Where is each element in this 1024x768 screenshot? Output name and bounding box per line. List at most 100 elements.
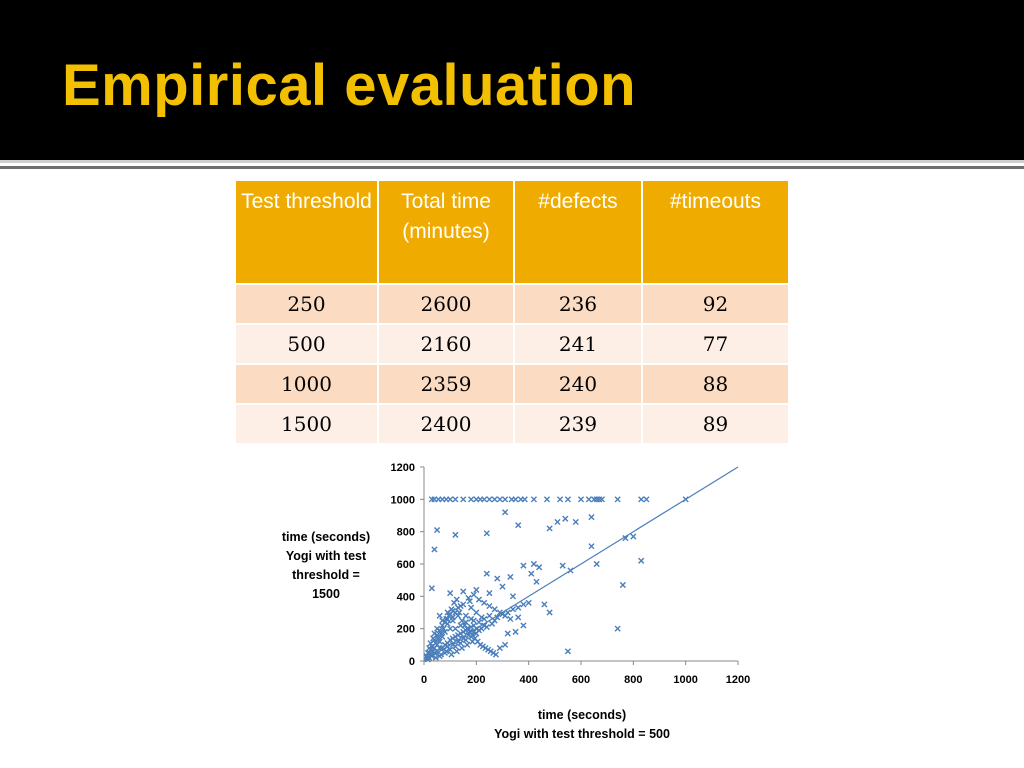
scatter-point xyxy=(515,604,522,611)
scatter-point xyxy=(507,573,514,581)
scatter-point xyxy=(502,641,509,648)
scatter-point xyxy=(520,562,527,569)
x-tick-label: 0 xyxy=(421,674,427,686)
scatter-point xyxy=(507,615,514,623)
table-cell: 2160 xyxy=(377,323,515,365)
scatter-point xyxy=(457,630,464,637)
tick-labels: 0 200 400 600 800 1000 1200 0 200 400 600 800 1000 12… xyxy=(391,462,751,686)
x-label-line: Yogi with test threshold = 500 xyxy=(494,727,670,741)
scatter-point xyxy=(464,641,471,648)
scatter-point xyxy=(452,496,459,503)
table-cell: 250 xyxy=(234,283,379,325)
scatter-point xyxy=(432,654,439,661)
scatter-point xyxy=(638,557,645,564)
scatter-point xyxy=(457,622,464,629)
x-tick-label: 200 xyxy=(467,674,485,686)
scatter-point xyxy=(447,636,454,644)
table-cell: 2400 xyxy=(377,403,515,445)
scatter-point xyxy=(481,615,488,623)
table-cell: 1000 xyxy=(234,363,379,405)
scatter-point xyxy=(433,526,441,534)
scatter-point xyxy=(554,518,561,526)
scatter-point xyxy=(494,614,501,621)
scatter-point xyxy=(433,625,441,632)
scatter-point xyxy=(470,591,477,598)
results-table: Test threshold Total time (minutes) #def… xyxy=(234,179,790,445)
scatter-point xyxy=(502,612,509,619)
x-tick-label: 800 xyxy=(624,674,642,686)
scatter-point xyxy=(483,623,490,631)
table-cell: 2600 xyxy=(377,283,515,325)
scatter-point xyxy=(536,564,543,571)
y-tick-label: 1200 xyxy=(391,462,415,474)
scatter-point xyxy=(437,630,445,637)
scatter-point xyxy=(444,615,451,623)
scatter-point xyxy=(452,633,459,640)
scatter-point xyxy=(452,625,459,632)
scatter-point xyxy=(533,578,540,585)
scatter-point xyxy=(458,644,466,652)
scatter-point xyxy=(515,522,522,529)
table-row: 500 2160 241 77 xyxy=(234,323,790,365)
scatter-point xyxy=(598,496,606,503)
scatter-point xyxy=(460,601,467,608)
table-cell: 89 xyxy=(641,403,790,445)
table-cell: 88 xyxy=(641,363,790,405)
scatter-point xyxy=(515,614,522,621)
scatter-point xyxy=(460,496,467,503)
scatter-point xyxy=(546,525,553,532)
scatter-point xyxy=(462,627,469,634)
scatter-point xyxy=(588,514,595,521)
scatter-chart: time (seconds) Yogi with test threshold = 1… xyxy=(282,462,751,741)
scatter-point xyxy=(468,615,475,623)
scatter-point xyxy=(520,622,527,629)
x-tick-label: 1200 xyxy=(726,674,750,686)
scatter-point xyxy=(496,496,503,503)
table-cell: 240 xyxy=(513,363,643,405)
scatter-point xyxy=(475,596,483,603)
y-tick-label: 200 xyxy=(397,624,415,636)
scatter-point xyxy=(530,560,537,568)
scatter-point xyxy=(486,496,493,503)
table-cell: 241 xyxy=(513,323,643,365)
scatter-point xyxy=(509,593,517,600)
scatter-point xyxy=(492,651,500,658)
scatter-point xyxy=(468,604,475,611)
slide-title: Empirical evaluation xyxy=(62,53,637,118)
scatter-point xyxy=(439,633,446,640)
title-bar: Empirical evaluation xyxy=(0,0,1024,160)
scatter-point xyxy=(577,496,585,503)
scatter-point xyxy=(496,644,503,652)
scatter-point xyxy=(431,630,438,637)
scatter-point xyxy=(469,638,476,645)
scatter-point xyxy=(502,496,509,503)
y-tick-label: 0 xyxy=(409,656,415,668)
scatter-point xyxy=(593,560,600,568)
scatter-point xyxy=(638,496,645,503)
scatter-point xyxy=(525,599,532,606)
scatter-point xyxy=(454,604,462,611)
scatter-point xyxy=(462,619,469,626)
x-label-line: time (seconds) xyxy=(538,708,626,722)
scatter-point xyxy=(643,496,650,503)
scatter-point xyxy=(449,641,456,648)
scatter-point xyxy=(630,533,637,540)
table-cell: 2359 xyxy=(377,363,515,405)
scatter-point xyxy=(502,509,509,516)
table-row: 1000 2359 240 88 xyxy=(234,363,790,405)
scatter-point xyxy=(473,609,480,616)
scatter-point xyxy=(486,602,493,610)
table-cell: 236 xyxy=(513,283,643,325)
scatter-point xyxy=(475,619,483,626)
scatter-point xyxy=(443,648,450,655)
scatter-point xyxy=(439,617,446,624)
scatter-point xyxy=(585,496,592,503)
table-cell: 1500 xyxy=(234,403,379,445)
header-defects: #defects xyxy=(513,179,643,285)
table-cell: 77 xyxy=(641,323,790,365)
scatter-point xyxy=(483,530,490,537)
scatter-point xyxy=(462,612,469,619)
scatter-point xyxy=(520,601,527,608)
y-axis-label: time (seconds) Yogi with test threshold = 1… xyxy=(282,530,370,601)
scatter-point xyxy=(543,496,551,503)
